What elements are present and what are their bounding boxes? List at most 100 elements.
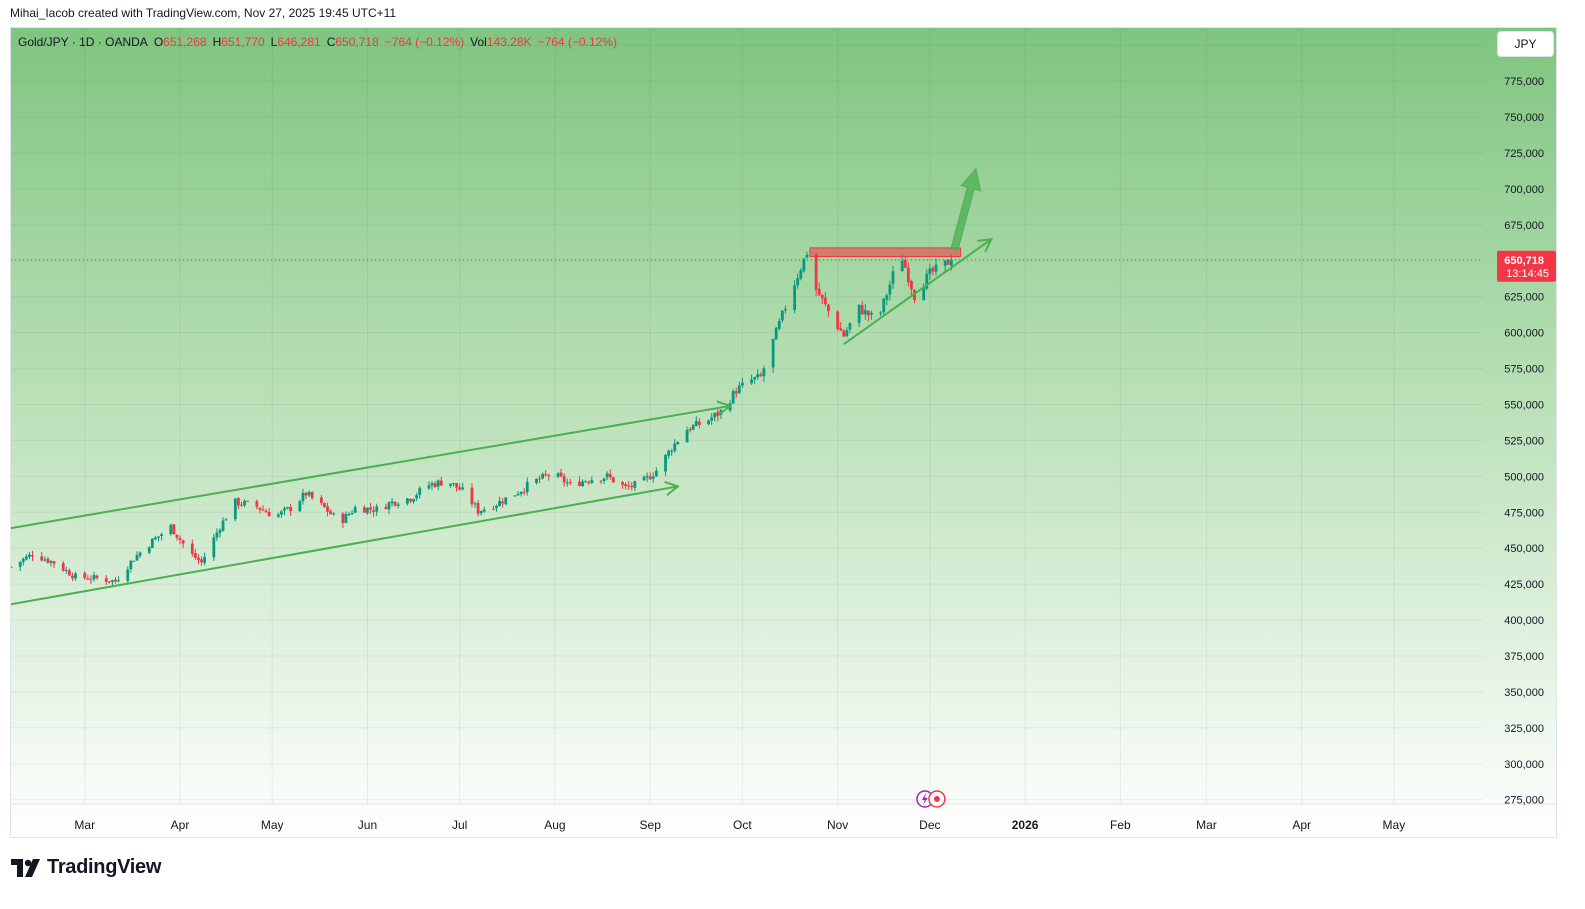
legend-open: 651,268 [163,35,207,49]
candle-body [427,485,431,489]
breakout-arrow [950,167,982,251]
candle-body [301,492,305,502]
candle-body [910,281,913,290]
candle-body [863,310,867,315]
candle-body [160,534,163,537]
candle-body [476,503,480,514]
candle-body [784,309,787,311]
candle-body [455,482,458,488]
time-tick-label: Nov [827,818,848,832]
price-tick-label: 300,000 [1504,759,1544,771]
price-tick-label: 775,000 [1504,76,1544,88]
candle-body [384,506,388,510]
candle-body [793,285,797,311]
candle-body [347,514,351,516]
candle-body [310,492,314,498]
candle-body [197,557,200,561]
candle-body [535,478,538,483]
price-tick-label: 475,000 [1504,507,1544,519]
candle-body [633,481,637,488]
candle-body [860,305,864,315]
candle-body [224,519,228,521]
tradingview-logo[interactable]: TradingView [11,856,161,879]
price-axis[interactable]: 275,000 300,000 325,000 350,000 375,000 400,0… [1504,40,1544,806]
price-tick-label: 400,000 [1504,615,1544,627]
candle-body [40,556,44,561]
candle-body [608,474,612,478]
candle-body [802,258,806,272]
time-tick-label: Feb [1110,818,1131,832]
candle-body [203,557,207,563]
candle-body [685,429,689,443]
candle-body [233,498,237,520]
candle-body [246,500,250,502]
candle-body [111,580,114,583]
candle-body [501,501,505,504]
candle-body [645,475,649,478]
price-tick-label: 600,000 [1504,328,1544,340]
candle-body [630,485,634,488]
candle-body [307,492,311,496]
candle-body [11,566,13,568]
legend-vol-label: Vol [470,35,487,49]
candle-body [218,530,222,533]
time-tick-label: Jul [452,818,467,832]
legend-low: 646,281 [277,35,321,49]
candle-body [504,497,508,505]
candle-body [734,391,738,394]
candle-body [172,524,176,535]
channel-lower-line [11,485,679,606]
candle-body [823,297,827,305]
candle-body [449,483,452,486]
price-tick-label: 525,000 [1504,435,1544,447]
candle-body [848,323,852,330]
price-tick-label: 325,000 [1504,723,1544,735]
candle-body [473,503,477,505]
rising-support-line [843,238,992,345]
candle-body [556,473,560,477]
candle-body [212,537,216,558]
time-axis[interactable]: Mar Apr May Jun Jul Aug Sep Oct Nov Dec 2026 Feb Mar… [11,803,1557,832]
currency-button[interactable]: JPY [1497,31,1554,57]
candle-body [538,478,541,480]
candle-body [820,294,824,299]
time-tick-label: Apr [1292,818,1311,832]
candle-body [375,506,379,512]
candle-body [452,483,455,485]
candle-body [409,498,412,502]
candle-body [95,575,99,578]
chart-area[interactable]: 275,000 300,000 325,000 350,000 375,000 400,0… [10,27,1557,838]
candle-body [237,498,240,506]
candle-body [525,482,529,493]
candle-body [200,559,203,563]
candle-body [61,563,65,571]
candle-body [49,560,53,563]
candle-body [568,482,572,484]
candle-body [673,443,677,451]
candle-body [393,501,397,506]
candle-body [879,312,883,314]
price-tick-label: 350,000 [1504,687,1544,699]
candle-body [169,524,173,534]
candle-body [934,264,938,272]
candle-body [175,534,179,538]
candle-body [369,507,372,510]
lightning-icon [921,793,928,805]
event-markers[interactable] [916,790,946,808]
candle-body [866,310,870,316]
price-tick-label: 450,000 [1504,543,1544,555]
time-tick-label: May [261,818,284,832]
candle-body [642,476,646,481]
candle-body [280,511,283,515]
candle-body [562,476,566,483]
candle-body [240,504,243,506]
candle-body [64,570,68,572]
candle-body [482,509,486,512]
legend-symbol: Gold/JPY · 1D · OANDA [18,35,148,49]
chart-canvas[interactable]: 275,000 300,000 325,000 350,000 375,000 400,0… [11,28,1557,838]
drawings [11,167,1483,606]
price-tick-label: 425,000 [1504,579,1544,591]
candle-body [943,260,947,266]
candle-body [492,508,495,510]
candle-body [888,284,892,295]
